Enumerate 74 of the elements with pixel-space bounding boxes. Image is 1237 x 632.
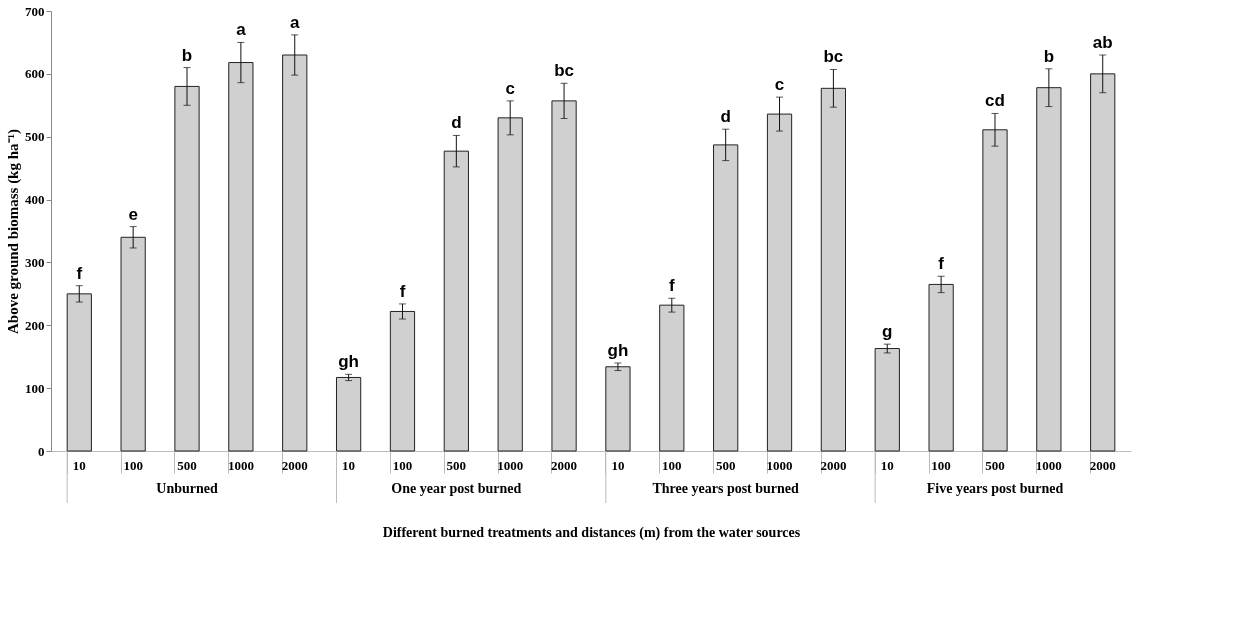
x-tick-label: 2000	[281, 457, 308, 473]
y-tick-label: 600	[25, 66, 45, 82]
bar	[1036, 87, 1062, 452]
x-tick-label: 2000	[820, 457, 847, 473]
x-tick-label: 100	[662, 457, 682, 473]
x-tick-label: 100	[123, 457, 143, 473]
data-label: b	[181, 45, 193, 65]
text: One year post burned	[391, 481, 522, 496]
x-tick-label: 2000	[1089, 457, 1116, 473]
text: Unburned	[156, 481, 218, 496]
data-label: cd	[985, 91, 1005, 111]
data-label: g	[882, 322, 893, 342]
data-label: gh	[338, 352, 359, 372]
data-label: c	[774, 75, 785, 95]
bar	[551, 100, 577, 452]
x-tick-label: 1000	[1035, 457, 1062, 473]
bar	[66, 293, 92, 452]
bar	[713, 144, 739, 452]
data-label: b	[1043, 46, 1055, 66]
data-label: d	[451, 113, 462, 133]
bar	[335, 376, 362, 452]
bar	[120, 236, 146, 452]
bar	[982, 129, 1008, 452]
y-axis-title: Above ground biomass (kg ha⁻¹)	[5, 128, 22, 335]
bar	[174, 85, 200, 452]
data-label: f	[668, 276, 675, 296]
bar	[766, 113, 793, 452]
y-tick-label: 200	[25, 317, 45, 333]
data-label: bc	[554, 61, 574, 81]
bar	[820, 87, 847, 452]
data-label: a	[290, 12, 301, 32]
text: Five years post burned	[926, 481, 1064, 496]
data-label: d	[720, 107, 731, 127]
x-tick-label: 500	[715, 457, 736, 473]
x-tick-label: 100	[931, 457, 951, 473]
y-tick-label: 400	[25, 192, 45, 208]
bar	[605, 366, 631, 452]
x-tick-label: 10	[342, 457, 356, 473]
bar	[1090, 73, 1116, 452]
x-tick-label: 1000	[766, 457, 793, 473]
data-label: f	[76, 263, 83, 283]
data-label: e	[128, 204, 138, 224]
bar	[928, 283, 954, 452]
data-label: bc	[823, 47, 844, 67]
bar	[874, 348, 900, 452]
x-tick-label: 10	[611, 457, 625, 473]
y-tick-label: 100	[25, 380, 45, 396]
data-label: c	[505, 78, 515, 98]
bar	[659, 304, 685, 452]
data-label: ab	[1092, 33, 1113, 52]
x-tick-label: 500	[985, 457, 1005, 473]
bar	[389, 310, 416, 452]
y-tick-label: 700	[25, 3, 45, 19]
x-tick-label: 1000	[227, 457, 254, 473]
y-tick-label: 0	[38, 443, 45, 459]
bar	[228, 62, 254, 452]
data-label: a	[236, 20, 247, 40]
x-tick-label: 500	[446, 457, 467, 473]
data-label: f	[399, 281, 406, 301]
bar	[443, 150, 469, 452]
text: Three years post burned	[652, 481, 800, 496]
x-tick-label: 10	[880, 457, 894, 473]
bar	[497, 117, 523, 452]
data-label: gh	[607, 341, 629, 360]
x-axis-title: Different burned treatments and distances (m) from the water sources	[382, 525, 801, 541]
y-tick-label: 300	[25, 254, 45, 270]
y-tick-label: 500	[25, 129, 45, 145]
data-label: f	[938, 254, 945, 274]
x-tick-label: 500	[177, 457, 197, 473]
x-tick-label: 2000	[551, 457, 578, 473]
bar	[282, 54, 308, 452]
x-tick-label: 1000	[497, 457, 524, 473]
x-tick-label: 10	[72, 457, 86, 473]
x-tick-label: 100	[392, 457, 413, 473]
